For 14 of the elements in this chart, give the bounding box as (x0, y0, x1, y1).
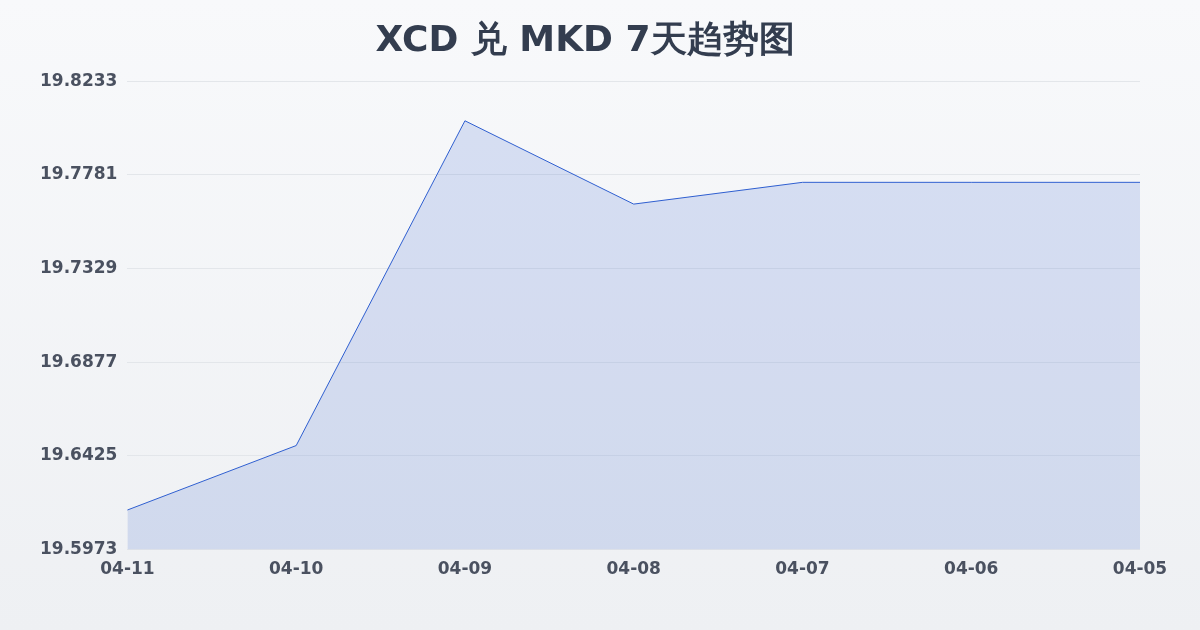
y-tick-label: 19.6425 (39, 444, 118, 465)
y-tick-label: 19.8233 (39, 69, 118, 90)
x-tick-label: 04-09 (437, 558, 493, 579)
y-tick-label: 19.6877 (39, 350, 118, 371)
x-tick-label: 04-08 (606, 558, 661, 579)
chart-title: XCD 兑 MKD 7天趋势图 (375, 17, 795, 59)
y-tick-label: 19.7781 (39, 163, 118, 184)
y-tick-label: 19.7329 (39, 256, 118, 277)
x-tick-label: 04-06 (944, 558, 999, 579)
x-tick-label: 04-11 (100, 558, 155, 579)
x-tick-label: 04-05 (1112, 558, 1168, 579)
y-tick-label: 19.5973 (39, 538, 118, 559)
x-tick-label: 04-10 (269, 558, 324, 579)
x-tick-label: 04-07 (775, 558, 830, 579)
